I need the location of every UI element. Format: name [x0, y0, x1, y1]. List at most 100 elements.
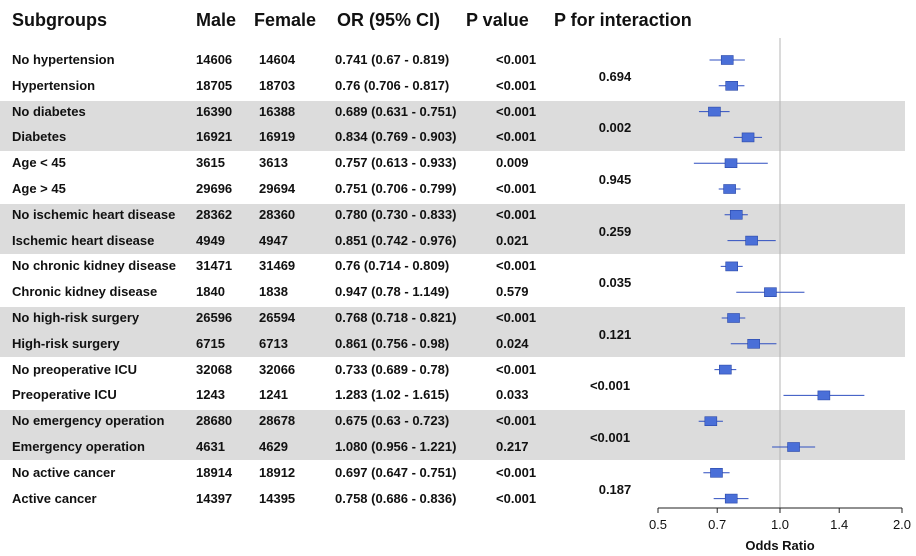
row-male: 18914 — [196, 464, 233, 480]
x-tick-label: 0.5 — [649, 517, 667, 532]
row-label: No high-risk surgery — [12, 310, 140, 325]
row-p-value: 0.579 — [496, 284, 529, 300]
row-female: 32066 — [259, 361, 296, 377]
row-male: 4949 — [196, 232, 225, 248]
row-p-value: <0.001 — [496, 258, 537, 274]
row-female: 3613 — [259, 155, 288, 171]
row-p-value: 0.009 — [496, 155, 529, 171]
row-or: 0.741 (0.67 - 0.819) — [335, 52, 450, 67]
row-or: 0.76 (0.714 - 0.809) — [335, 258, 450, 274]
or-marker — [729, 210, 743, 220]
x-axis-label: Odds Ratio — [745, 538, 814, 553]
or-marker — [724, 493, 738, 504]
row-or: 1.080 (0.956 - 1.221) — [335, 439, 457, 454]
row-male: 31471 — [196, 258, 233, 274]
row-p-value: <0.001 — [496, 490, 537, 506]
or-marker — [704, 416, 718, 427]
or-marker — [725, 261, 738, 272]
or-marker — [724, 158, 738, 168]
table-row: Hypertension 18705 18703 0.76 (0.706 - 0.81… — [0, 73, 916, 99]
row-female: 31469 — [259, 258, 296, 274]
table-row: No preoperative ICU 32068 32066 0.733 (0.68… — [0, 357, 916, 383]
row-label: No ischemic heart disease — [12, 206, 176, 222]
row-male: 28362 — [196, 206, 233, 222]
row-p-value: <0.001 — [496, 103, 537, 119]
or-marker — [764, 287, 777, 298]
row-or: 0.697 (0.647 - 0.751) — [335, 464, 457, 480]
row-male: 14397 — [196, 490, 233, 506]
or-marker — [708, 106, 721, 117]
row-female: 4629 — [259, 439, 288, 454]
group-band — [0, 410, 905, 461]
group-band — [0, 203, 905, 254]
table-row: No diabetes 16390 16388 0.689 (0.631 - 0.75… — [0, 99, 916, 125]
p-interaction: 0.035 — [598, 275, 632, 291]
row-p-value: <0.001 — [496, 361, 537, 377]
table-row: Age > 45 29696 29694 0.751 (0.706 - 0.799) <… — [0, 176, 916, 202]
row-female: 4947 — [259, 232, 288, 248]
row-p-value: <0.001 — [496, 129, 537, 145]
row-female: 18703 — [259, 77, 296, 93]
or-marker — [727, 313, 740, 323]
table-row: Diabetes 16921 16919 0.834 (0.769 - 0.903) <… — [0, 124, 916, 150]
row-p-value: <0.001 — [496, 310, 537, 325]
row-female: 14604 — [259, 52, 296, 67]
row-or: 0.780 (0.730 - 0.833) — [335, 206, 457, 222]
table-row: No high-risk surgery 26596 26594 0.768 (0.7… — [0, 305, 916, 331]
row-label: Preoperative ICU — [12, 387, 117, 403]
row-p-value: 0.217 — [496, 439, 529, 454]
row-p-value: <0.001 — [496, 181, 537, 196]
row-male: 1840 — [196, 284, 225, 300]
group-band — [0, 100, 905, 151]
or-marker — [747, 338, 760, 349]
row-label: No preoperative ICU — [12, 361, 137, 377]
row-label: High-risk surgery — [12, 335, 120, 351]
row-label: Age > 45 — [12, 181, 66, 196]
row-p-value: <0.001 — [496, 206, 537, 222]
row-label: Ischemic heart disease — [12, 232, 155, 248]
row-or: 0.689 (0.631 - 0.751) — [335, 103, 457, 119]
row-female: 16388 — [259, 103, 296, 119]
row-label: Chronic kidney disease — [12, 284, 158, 300]
row-female: 28678 — [259, 413, 296, 429]
header-or: OR (95% CI) — [337, 10, 441, 30]
header-p-value: P value — [466, 10, 529, 30]
row-label: Hypertension — [12, 77, 96, 93]
or-marker — [787, 442, 800, 452]
row-or: 0.757 (0.613 - 0.933) — [335, 155, 457, 171]
x-tick-label: 0.7 — [708, 517, 726, 532]
row-male: 16921 — [196, 129, 233, 145]
row-or: 0.834 (0.769 - 0.903) — [335, 129, 457, 145]
table-row: Chronic kidney disease 1840 1838 0.947 (0.7… — [0, 279, 916, 305]
row-male: 28680 — [196, 413, 233, 429]
row-label: No hypertension — [12, 52, 115, 67]
row-or: 0.851 (0.742 - 0.976) — [335, 232, 457, 248]
table-row: Active cancer 14397 14395 0.758 (0.686 - 0.… — [0, 486, 916, 512]
or-marker — [725, 81, 738, 91]
row-female: 28360 — [259, 206, 296, 222]
row-or: 0.758 (0.686 - 0.836) — [335, 490, 457, 506]
header-male: Male — [196, 10, 237, 30]
row-p-value: <0.001 — [496, 413, 537, 429]
p-interaction: 0.002 — [598, 120, 632, 136]
row-female: 6713 — [259, 335, 288, 351]
row-label: Active cancer — [12, 490, 97, 506]
table-row: No chronic kidney disease 31471 31469 0.76 … — [0, 253, 916, 279]
row-label: No chronic kidney disease — [12, 258, 177, 274]
row-female: 16919 — [259, 129, 296, 145]
x-tick-label: 1.4 — [830, 517, 848, 532]
table-row: No emergency operation 28680 28678 0.675 (0… — [0, 408, 916, 434]
or-marker — [710, 467, 723, 478]
row-or: 0.947 (0.78 - 1.149) — [335, 284, 450, 300]
or-marker — [817, 390, 831, 401]
row-p-value: 0.033 — [496, 387, 529, 403]
row-male: 14606 — [196, 52, 233, 67]
x-tick-label: 1.0 — [771, 517, 789, 532]
p-interaction: 0.121 — [598, 326, 632, 342]
table-row: Preoperative ICU 1243 1241 1.283 (1.02 - 1.… — [0, 382, 916, 408]
p-interaction: 0.694 — [598, 68, 632, 84]
row-male: 1243 — [196, 387, 225, 403]
header-female: Female — [254, 10, 317, 30]
row-male: 3615 — [196, 155, 225, 171]
